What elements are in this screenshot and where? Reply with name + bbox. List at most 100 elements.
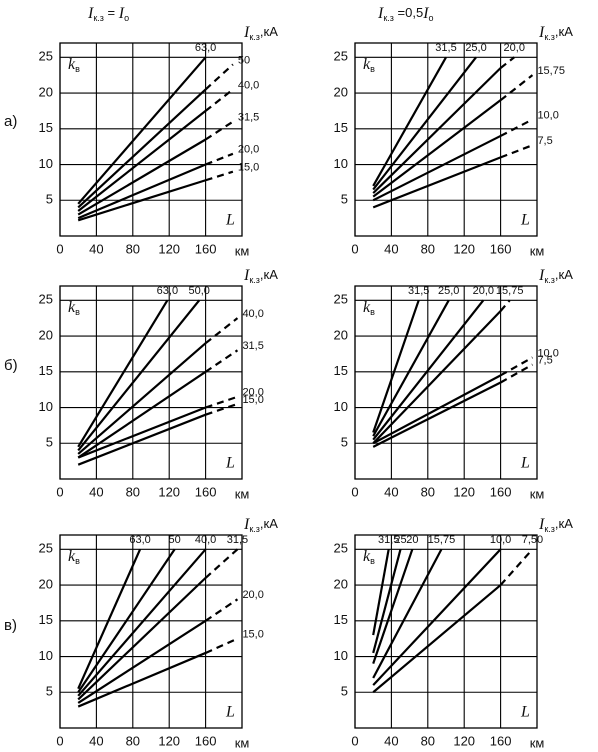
series-line [372, 299, 450, 437]
x-unit: км [235, 486, 250, 501]
y-tick-label: 5 [341, 192, 348, 207]
y-tick-label: 25 [39, 541, 53, 556]
series-line [372, 67, 502, 194]
header-part: к.з [383, 13, 394, 23]
series-line [77, 619, 207, 704]
series-line [205, 395, 238, 409]
y-tick-label: 5 [46, 435, 53, 450]
y-axis-label: kв [363, 548, 375, 567]
y-label-sub: в [370, 556, 375, 566]
series-label: 31,5 [408, 285, 429, 297]
x-tick-label: 0 [56, 241, 63, 256]
x-tick-label: 160 [195, 484, 217, 499]
series-line [500, 356, 533, 377]
x-unit: км [530, 735, 545, 750]
unit-rest: ,кА [555, 24, 573, 39]
series-label: 15,0 [242, 394, 263, 406]
unit-sub: к.з [249, 275, 260, 285]
series-line [372, 548, 414, 665]
series-line [204, 598, 239, 622]
row-label: б) [4, 357, 18, 374]
series-unit: Iк.з,кА [538, 24, 573, 43]
series-line [77, 548, 176, 693]
x-unit: км [530, 243, 545, 258]
x-tick-label: 40 [384, 733, 398, 748]
series-line [372, 549, 390, 636]
x-tick-label: 120 [158, 241, 180, 256]
series-line [499, 548, 534, 586]
series-label: 40,0 [195, 534, 216, 546]
x-unit: км [235, 735, 250, 750]
series-label: 25,0 [438, 285, 459, 297]
series-line [499, 299, 511, 312]
series-label: 15,75 [496, 285, 524, 297]
series-line [372, 56, 447, 187]
x-tick-label: 160 [195, 241, 217, 256]
y-label-sub: в [370, 307, 375, 317]
series-line [77, 548, 142, 690]
plot-frame [354, 285, 538, 480]
y-tick-label: 20 [39, 327, 53, 342]
series-label: 20,0 [473, 285, 494, 297]
y-tick-label: 20 [39, 576, 53, 591]
series-line [77, 299, 169, 448]
series-label: 40,0 [242, 308, 263, 320]
series-line [204, 317, 239, 345]
y-tick-label: 25 [334, 49, 348, 64]
x-tick-label: 80 [126, 484, 140, 499]
y-tick-label: 15 [39, 120, 53, 135]
y-label-main: k [68, 56, 76, 73]
header-part: к.з [93, 13, 104, 23]
y-tick-label: 10 [39, 648, 53, 663]
series-label: 50 [238, 54, 250, 66]
header-part: I [377, 5, 384, 22]
series-label: 31,5 [227, 534, 248, 546]
series-line [204, 63, 234, 91]
y-label-main: k [68, 548, 76, 565]
y-label-main: k [363, 56, 371, 73]
y-tick-label: 10 [334, 648, 348, 663]
series-label: 15,75 [428, 534, 456, 546]
x-tick-label: 120 [453, 484, 475, 499]
series-label: 7,50 [522, 534, 543, 546]
series-line [77, 179, 206, 222]
series-unit: Iк.з,кА [538, 516, 573, 535]
series-line [204, 88, 234, 112]
series-line [205, 402, 238, 416]
header-part: о [429, 13, 434, 23]
y-tick-label: 20 [39, 84, 53, 99]
x-tick-label: 80 [126, 733, 140, 748]
series-label: 25 [394, 534, 406, 546]
column-header: Iк.з =0,5Iо [377, 5, 434, 24]
series-line [500, 144, 533, 159]
series-unit: Iк.з,кА [243, 24, 278, 43]
series-line [77, 651, 207, 708]
series-label: 15,75 [537, 65, 565, 77]
header-part: I [87, 5, 94, 22]
series-line [500, 118, 533, 137]
series-line [77, 56, 207, 205]
series-line [372, 156, 502, 209]
series-label: 50 [169, 534, 181, 546]
y-axis-label: kв [68, 56, 80, 75]
column-header: Iк.з = Iо [87, 5, 129, 24]
series-label: 20,0 [504, 42, 525, 54]
series-line [77, 548, 207, 697]
y-label-sub: в [75, 307, 80, 317]
series-label: 63,0 [129, 534, 150, 546]
series-line [372, 549, 402, 654]
y-tick-label: 15 [334, 612, 348, 627]
x-tick-label: 40 [89, 241, 103, 256]
unit-main: I [243, 267, 250, 284]
unit-main: I [538, 516, 545, 533]
series-line [77, 413, 207, 466]
unit-sub: к.з [249, 32, 260, 42]
y-tick-label: 15 [334, 120, 348, 135]
series-label: 50,0 [189, 285, 210, 297]
header-part: I [118, 5, 125, 22]
series-line [205, 170, 234, 182]
series-line [204, 349, 239, 373]
x-tick-label: 0 [56, 733, 63, 748]
x-tick-label: 0 [351, 733, 358, 748]
series-line [77, 299, 201, 452]
